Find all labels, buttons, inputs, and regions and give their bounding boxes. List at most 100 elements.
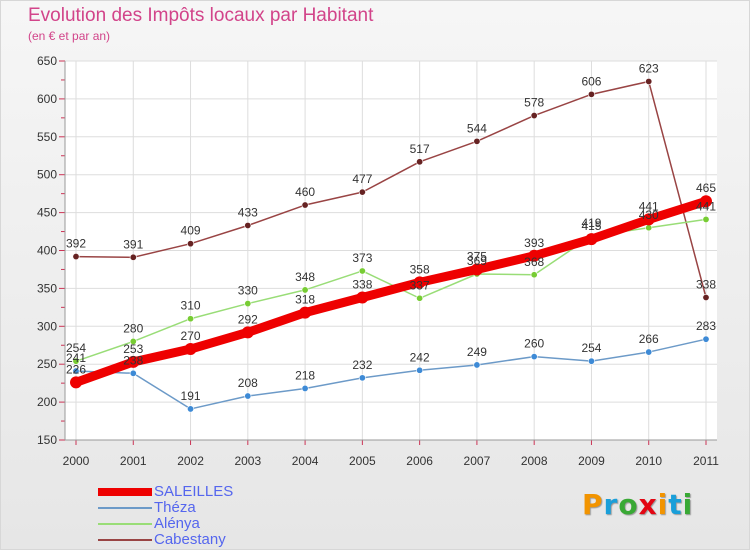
series-line-saleilles xyxy=(71,196,711,387)
data-label-cabestany: 623 xyxy=(639,61,659,75)
series xyxy=(70,77,712,413)
logo-letter: x xyxy=(638,488,658,521)
data-point-alenya xyxy=(702,215,710,223)
x-tick-label: 2005 xyxy=(349,454,376,468)
data-point-theza xyxy=(358,374,366,382)
data-label-alenya: 280 xyxy=(123,321,143,335)
logo-letter: o xyxy=(618,488,639,521)
data-label-cabestany: 409 xyxy=(181,224,201,238)
data-label-cabestany: 433 xyxy=(238,205,258,219)
data-point-saleilles xyxy=(184,343,197,356)
data-label-cabestany: 544 xyxy=(467,121,487,135)
data-label-saleilles: 270 xyxy=(181,329,201,343)
data-label-alenya: 348 xyxy=(295,270,315,284)
data-label-theza: 232 xyxy=(352,358,372,372)
data-label-theza: 191 xyxy=(181,389,201,403)
data-point-cabestany xyxy=(358,188,366,196)
proxiti-logo: Proxiti xyxy=(582,488,693,521)
data-label-saleilles: 393 xyxy=(524,236,544,250)
data-label-saleilles: 375 xyxy=(467,249,487,263)
data-label-theza: 238 xyxy=(123,353,143,367)
legend-label-saleilles: SALEILLES xyxy=(154,483,234,500)
data-point-cabestany xyxy=(645,77,653,85)
data-point-saleilles xyxy=(642,213,655,226)
data-label-alenya: 368 xyxy=(524,255,544,269)
x-tick-label: 2006 xyxy=(406,454,433,468)
data-label-theza: 241 xyxy=(66,351,86,365)
data-point-alenya xyxy=(416,294,424,302)
data-point-alenya xyxy=(72,357,80,365)
data-label-alenya: 373 xyxy=(352,251,372,265)
data-label-alenya: 337 xyxy=(410,278,430,292)
y-tick-label: 500 xyxy=(37,168,57,182)
data-label-alenya: 419 xyxy=(581,216,601,230)
x-tick-label: 2004 xyxy=(292,454,319,468)
x-tick-label: 2009 xyxy=(578,454,605,468)
x-tick-label: 2003 xyxy=(234,454,261,468)
data-point-alenya xyxy=(244,300,252,308)
data-point-alenya xyxy=(645,224,653,232)
data-point-saleilles xyxy=(413,276,426,289)
data-point-alenya xyxy=(187,315,195,323)
data-point-saleilles xyxy=(241,326,254,339)
data-label-saleilles: 465 xyxy=(696,181,716,195)
data-label-theza: 218 xyxy=(295,368,315,382)
legend-label-alenya: Alénya xyxy=(154,515,200,532)
data-point-cabestany xyxy=(530,112,538,120)
data-point-theza xyxy=(645,348,653,356)
data-point-theza xyxy=(244,392,252,400)
data-label-theza: 249 xyxy=(467,345,487,359)
data-point-theza xyxy=(129,369,137,377)
data-label-saleilles: 358 xyxy=(410,262,430,276)
data-label-saleilles: 415 xyxy=(581,219,601,233)
logo-letter: i xyxy=(682,488,694,521)
x-tick-label: 2011 xyxy=(693,454,719,468)
data-point-theza xyxy=(587,357,595,365)
line-chart: 150 200 250 300 350 400 450 500 550 600 650 2000 200… xyxy=(37,54,719,468)
data-label-cabestany: 477 xyxy=(352,172,372,186)
data-label-saleilles: 338 xyxy=(352,277,372,291)
legend-label-theza: Théza xyxy=(154,499,196,516)
legend-swatch-saleilles xyxy=(98,488,152,496)
x-tick-label: 2010 xyxy=(635,454,662,468)
legend-swatch-alenya xyxy=(98,523,152,525)
logo-letter: t xyxy=(668,488,683,521)
data-label-theza: 283 xyxy=(696,319,716,333)
series-line-theza xyxy=(75,338,707,410)
data-point-theza xyxy=(473,361,481,369)
data-point-saleilles xyxy=(585,233,598,246)
data-point-theza xyxy=(301,384,309,392)
data-point-alenya xyxy=(301,286,309,294)
data-label-cabestany: 391 xyxy=(123,237,143,251)
chart-subtitle: (en € et par an) xyxy=(28,29,111,43)
y-tick-label: 450 xyxy=(37,206,57,220)
y-tick-label: 650 xyxy=(37,54,57,68)
legend-label-cabestany: Cabestany xyxy=(154,531,226,548)
logo-letter: P xyxy=(582,488,604,521)
data-point-theza xyxy=(530,353,538,361)
data-point-cabestany xyxy=(473,137,481,145)
data-label-theza: 260 xyxy=(524,337,544,351)
data-label-alenya: 369 xyxy=(467,254,487,268)
data-point-saleilles xyxy=(528,249,541,262)
data-label-alenya: 310 xyxy=(181,299,201,313)
data-point-cabestany xyxy=(129,253,137,261)
data-point-saleilles xyxy=(700,195,712,208)
grid xyxy=(65,60,717,441)
data-point-saleilles xyxy=(470,263,483,276)
data-label-cabestany: 517 xyxy=(410,142,430,156)
x-tick-label: 2007 xyxy=(464,454,491,468)
data-point-cabestany xyxy=(301,201,309,209)
data-point-saleilles xyxy=(356,291,369,304)
y-tick-label: 400 xyxy=(37,244,57,258)
chart-title: Evolution des Impôts locaux par Habitant xyxy=(28,5,374,26)
legend-swatch-theza xyxy=(98,507,152,509)
data-label-alenya: 430 xyxy=(639,208,659,222)
data-label-theza: 208 xyxy=(238,376,258,390)
data-label-saleilles: 226 xyxy=(66,362,86,376)
x-tick-label: 2008 xyxy=(521,454,548,468)
data-point-saleilles xyxy=(299,306,312,319)
data-point-saleilles xyxy=(70,376,82,389)
data-label-alenya: 441 xyxy=(696,199,716,213)
data-label-theza: 242 xyxy=(410,350,430,364)
